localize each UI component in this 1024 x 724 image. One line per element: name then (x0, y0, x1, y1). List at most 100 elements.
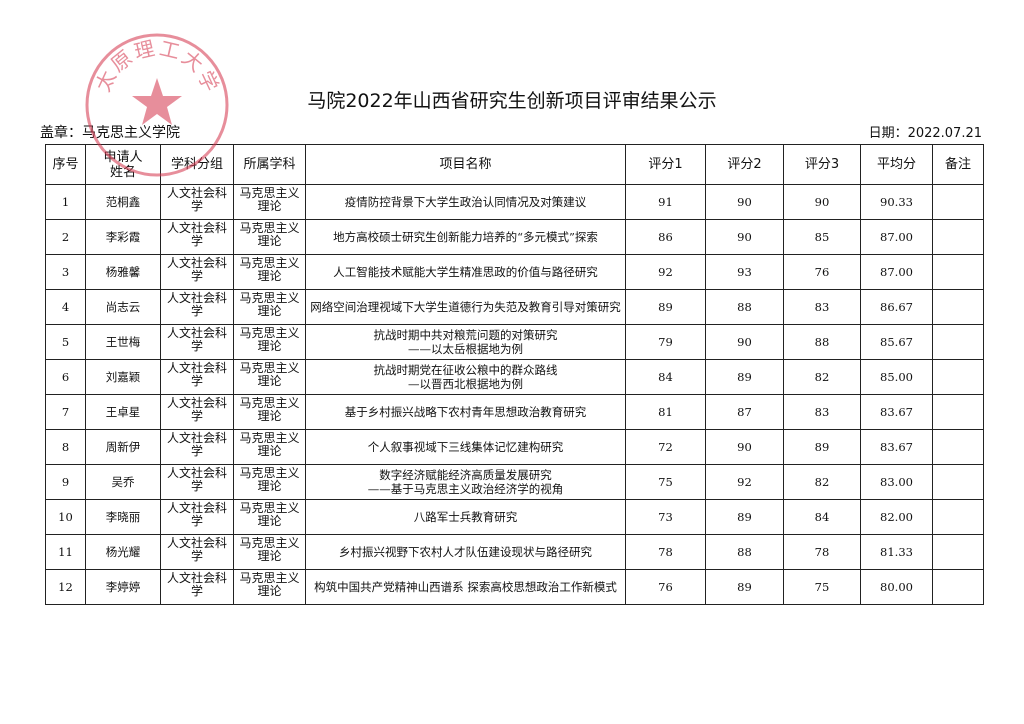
score3-cell: 78 (783, 534, 861, 570)
project-cell: 网络空间治理视域下大学生道德行为失范及教育引导对策研究 (305, 289, 626, 325)
results-table: 序号 申请人 姓名 学科分组 所属学科 项目名称 评分1 评分2 评分3 平均分 备注 1 范桐鑫人… (45, 144, 984, 605)
score2-cell: 92 (705, 464, 784, 500)
index-cell: 9 (45, 464, 86, 500)
header-applicant: 申请人 姓名 (85, 144, 161, 185)
group-cell: 人文社会科学 (160, 534, 234, 570)
discipline-cell: 马克思主义理论 (233, 324, 306, 360)
average-cell: 80.00 (860, 569, 933, 605)
group-cell: 人文社会科学 (160, 499, 234, 535)
table-row: 3 杨雅馨 人文社会科学 马克思主义理论 人工智能技术赋能大学生精准思政的价值与路径研究… (45, 254, 984, 290)
group-cell: 人文社会科学 (160, 429, 234, 465)
project-cell: 构筑中国共产党精神山西谱系 探索高校思想政治工作新模式 (305, 569, 626, 605)
average-cell: 83.00 (860, 464, 933, 500)
discipline-cell: 马克思主义理论 (233, 569, 306, 605)
group-cell: 人文社会科学 (160, 359, 234, 395)
stamp-character: 工 (157, 36, 182, 64)
index-cell: 4 (45, 289, 86, 325)
discipline-cell: 马克思主义理论 (233, 219, 306, 255)
score3-cell: 88 (783, 324, 861, 360)
score1-cell: 92 (625, 254, 706, 290)
score2-cell: 89 (705, 569, 784, 605)
table-row: 10 李晓丽 人文社会科学 马克思主义理论 八路军士兵教育研究 73 89 84 82.00 (45, 499, 984, 535)
index-cell: 8 (45, 429, 86, 465)
discipline-cell: 马克思主义理论 (233, 429, 306, 465)
remark-cell (932, 254, 984, 290)
stamp-character: 原 (106, 45, 137, 76)
discipline-cell: 马克思主义理论 (233, 394, 306, 430)
index-cell: 5 (45, 324, 86, 360)
table-row: 1 范桐鑫 人文社会科学 马克思主义理论 疫情防控背景下大学生政治认同情况及对策建议 91… (45, 184, 984, 220)
score1-cell: 72 (625, 429, 706, 465)
applicant-cell: 范桐鑫 (85, 184, 161, 220)
index-cell: 11 (45, 534, 86, 570)
applicant-cell: 周新伊 (85, 429, 161, 465)
score1-cell: 89 (625, 289, 706, 325)
project-cell: 个人叙事视域下三线集体记忆建构研究 (305, 429, 626, 465)
header-score2: 评分2 (705, 144, 784, 185)
group-cell: 人文社会科学 (160, 394, 234, 430)
average-cell: 81.33 (860, 534, 933, 570)
table-row: 5 王世梅 人文社会科学 马克思主义理论 抗战时期中共对粮荒问题的对策研究 ——以太岳根… (45, 324, 984, 360)
score1-cell: 73 (625, 499, 706, 535)
discipline-cell: 马克思主义理论 (233, 184, 306, 220)
remark-cell (932, 569, 984, 605)
score2-cell: 93 (705, 254, 784, 290)
table-row: 4 尚志云 人文社会科学 马克思主义理论 网络空间治理视域下大学生道德行为失范及教育引导… (45, 289, 984, 325)
remark-cell (932, 429, 984, 465)
score3-cell: 76 (783, 254, 861, 290)
score2-cell: 87 (705, 394, 784, 430)
average-cell: 83.67 (860, 429, 933, 465)
group-cell: 人文社会科学 (160, 324, 234, 360)
header-index: 序号 (45, 144, 86, 185)
score1-cell: 81 (625, 394, 706, 430)
table-row: 8 周新伊 人文社会科学 马克思主义理论 个人叙事视域下三线集体记忆建构研究 72 90 89… (45, 429, 984, 465)
average-cell: 82.00 (860, 499, 933, 535)
remark-cell (932, 324, 984, 360)
score3-cell: 90 (783, 184, 861, 220)
header-score3: 评分3 (783, 144, 861, 185)
applicant-cell: 杨光耀 (85, 534, 161, 570)
average-cell: 85.67 (860, 324, 933, 360)
score2-cell: 90 (705, 429, 784, 465)
table-header: 序号 申请人 姓名 学科分组 所属学科 项目名称 评分1 评分2 评分3 平均分 备注 (45, 144, 984, 185)
score1-cell: 76 (625, 569, 706, 605)
score3-cell: 84 (783, 499, 861, 535)
group-cell: 人文社会科学 (160, 569, 234, 605)
index-cell: 7 (45, 394, 86, 430)
score2-cell: 89 (705, 499, 784, 535)
remark-cell (932, 359, 984, 395)
score2-cell: 90 (705, 219, 784, 255)
discipline-cell: 马克思主义理论 (233, 289, 306, 325)
header-average: 平均分 (860, 144, 933, 185)
score3-cell: 82 (783, 464, 861, 500)
header-score1: 评分1 (625, 144, 706, 185)
discipline-cell: 马克思主义理论 (233, 359, 306, 395)
project-cell: 基于乡村振兴战略下农村青年思想政治教育研究 (305, 394, 626, 430)
project-cell: 数字经济赋能经济高质量发展研究 ——基于马克思主义政治经济学的视角 (305, 464, 626, 500)
table-row: 11 杨光耀 人文社会科学 马克思主义理论 乡村振兴视野下农村人才队伍建设现状与路径研究… (45, 534, 984, 570)
score1-cell: 86 (625, 219, 706, 255)
score3-cell: 89 (783, 429, 861, 465)
table-row: 9 吴乔 人文社会科学 马克思主义理论 数字经济赋能经济高质量发展研究 ——基于马克思主… (45, 464, 984, 500)
project-cell: 乡村振兴视野下农村人才队伍建设现状与路径研究 (305, 534, 626, 570)
remark-cell (932, 464, 984, 500)
table-row: 12 李婷婷 人文社会科学 马克思主义理论 构筑中国共产党精神山西谱系 探索高校思想政治… (45, 569, 984, 605)
score1-cell: 79 (625, 324, 706, 360)
project-cell: 抗战时期中共对粮荒问题的对策研究 ——以太岳根据地为例 (305, 324, 626, 360)
score2-cell: 90 (705, 324, 784, 360)
project-cell: 八路军士兵教育研究 (305, 499, 626, 535)
applicant-cell: 李彩霞 (85, 219, 161, 255)
index-cell: 3 (45, 254, 86, 290)
index-cell: 10 (45, 499, 86, 535)
score3-cell: 83 (783, 289, 861, 325)
discipline-cell: 马克思主义理论 (233, 534, 306, 570)
table-row: 6 刘嘉颖 人文社会科学 马克思主义理论 抗战时期党在征收公粮中的群众路线 —以晋西北根… (45, 359, 984, 395)
applicant-cell: 王卓星 (85, 394, 161, 430)
remark-cell (932, 499, 984, 535)
remark-cell (932, 534, 984, 570)
header-group: 学科分组 (160, 144, 234, 185)
stamp-character: 大 (177, 45, 208, 76)
average-cell: 90.33 (860, 184, 933, 220)
discipline-cell: 马克思主义理论 (233, 254, 306, 290)
average-cell: 83.67 (860, 394, 933, 430)
